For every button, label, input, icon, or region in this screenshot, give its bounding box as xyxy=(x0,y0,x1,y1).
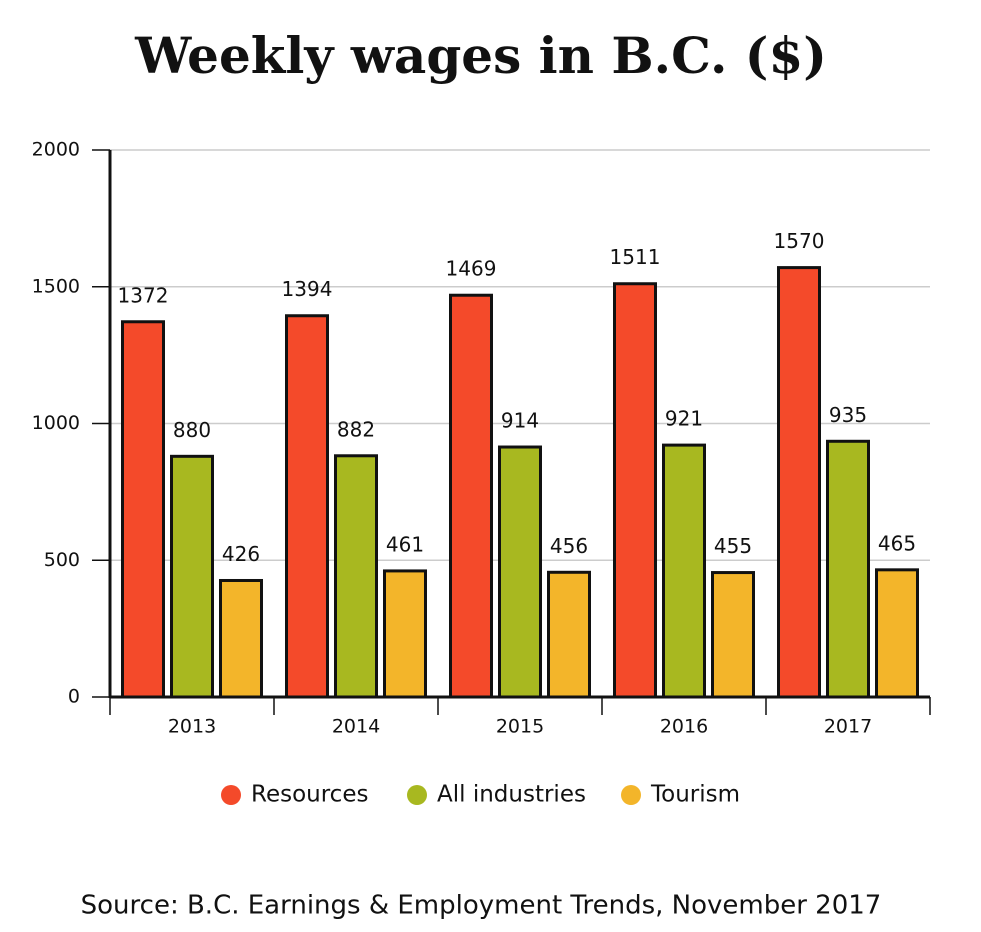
bar xyxy=(826,439,870,699)
source-note: Source: B.C. Earnings & Employment Trend… xyxy=(81,891,882,921)
value-label: 1469 xyxy=(446,257,497,281)
legend-label: Tourism xyxy=(650,782,740,808)
x-tick-label: 2014 xyxy=(332,716,380,738)
y-tick-label: 500 xyxy=(44,549,80,571)
value-label: 914 xyxy=(501,409,539,433)
y-tick-label: 2000 xyxy=(32,139,80,161)
value-label: 1372 xyxy=(118,283,169,307)
bar xyxy=(219,578,263,699)
value-label: 461 xyxy=(386,532,424,556)
bar xyxy=(121,320,165,699)
value-label: 456 xyxy=(550,534,588,558)
value-label: 1394 xyxy=(282,277,333,301)
value-label: 921 xyxy=(665,407,703,431)
bar xyxy=(777,266,821,699)
bar xyxy=(498,445,542,699)
bar xyxy=(285,314,329,699)
value-label: 935 xyxy=(829,403,867,427)
value-label: 1570 xyxy=(774,229,825,253)
bar xyxy=(613,282,657,699)
legend-swatch xyxy=(621,785,641,805)
chart-title: Weekly wages in B.C. ($) xyxy=(134,26,827,85)
legend-label: All industries xyxy=(437,782,586,808)
legend-swatch xyxy=(221,785,241,805)
value-label: 455 xyxy=(714,534,752,558)
x-tick-label: 2013 xyxy=(168,716,216,738)
bar xyxy=(547,570,591,699)
value-label: 465 xyxy=(878,531,916,555)
y-tick-label: 0 xyxy=(68,686,80,708)
bar xyxy=(170,454,214,699)
x-tick-label: 2015 xyxy=(496,716,544,738)
bar xyxy=(383,569,427,699)
value-label: 880 xyxy=(173,418,211,442)
bar xyxy=(449,293,493,699)
y-tick-label: 1500 xyxy=(32,275,80,297)
x-tick-label: 2017 xyxy=(824,716,872,738)
bar xyxy=(334,454,378,699)
legend-swatch xyxy=(407,785,427,805)
x-tick-label: 2016 xyxy=(660,716,708,738)
bar xyxy=(711,571,755,699)
bar xyxy=(875,568,919,699)
y-tick-label: 1000 xyxy=(32,412,80,434)
value-label: 426 xyxy=(222,542,260,566)
value-label: 882 xyxy=(337,417,375,441)
bar xyxy=(662,443,706,699)
value-label: 1511 xyxy=(610,245,661,269)
legend-label: Resources xyxy=(251,782,368,808)
